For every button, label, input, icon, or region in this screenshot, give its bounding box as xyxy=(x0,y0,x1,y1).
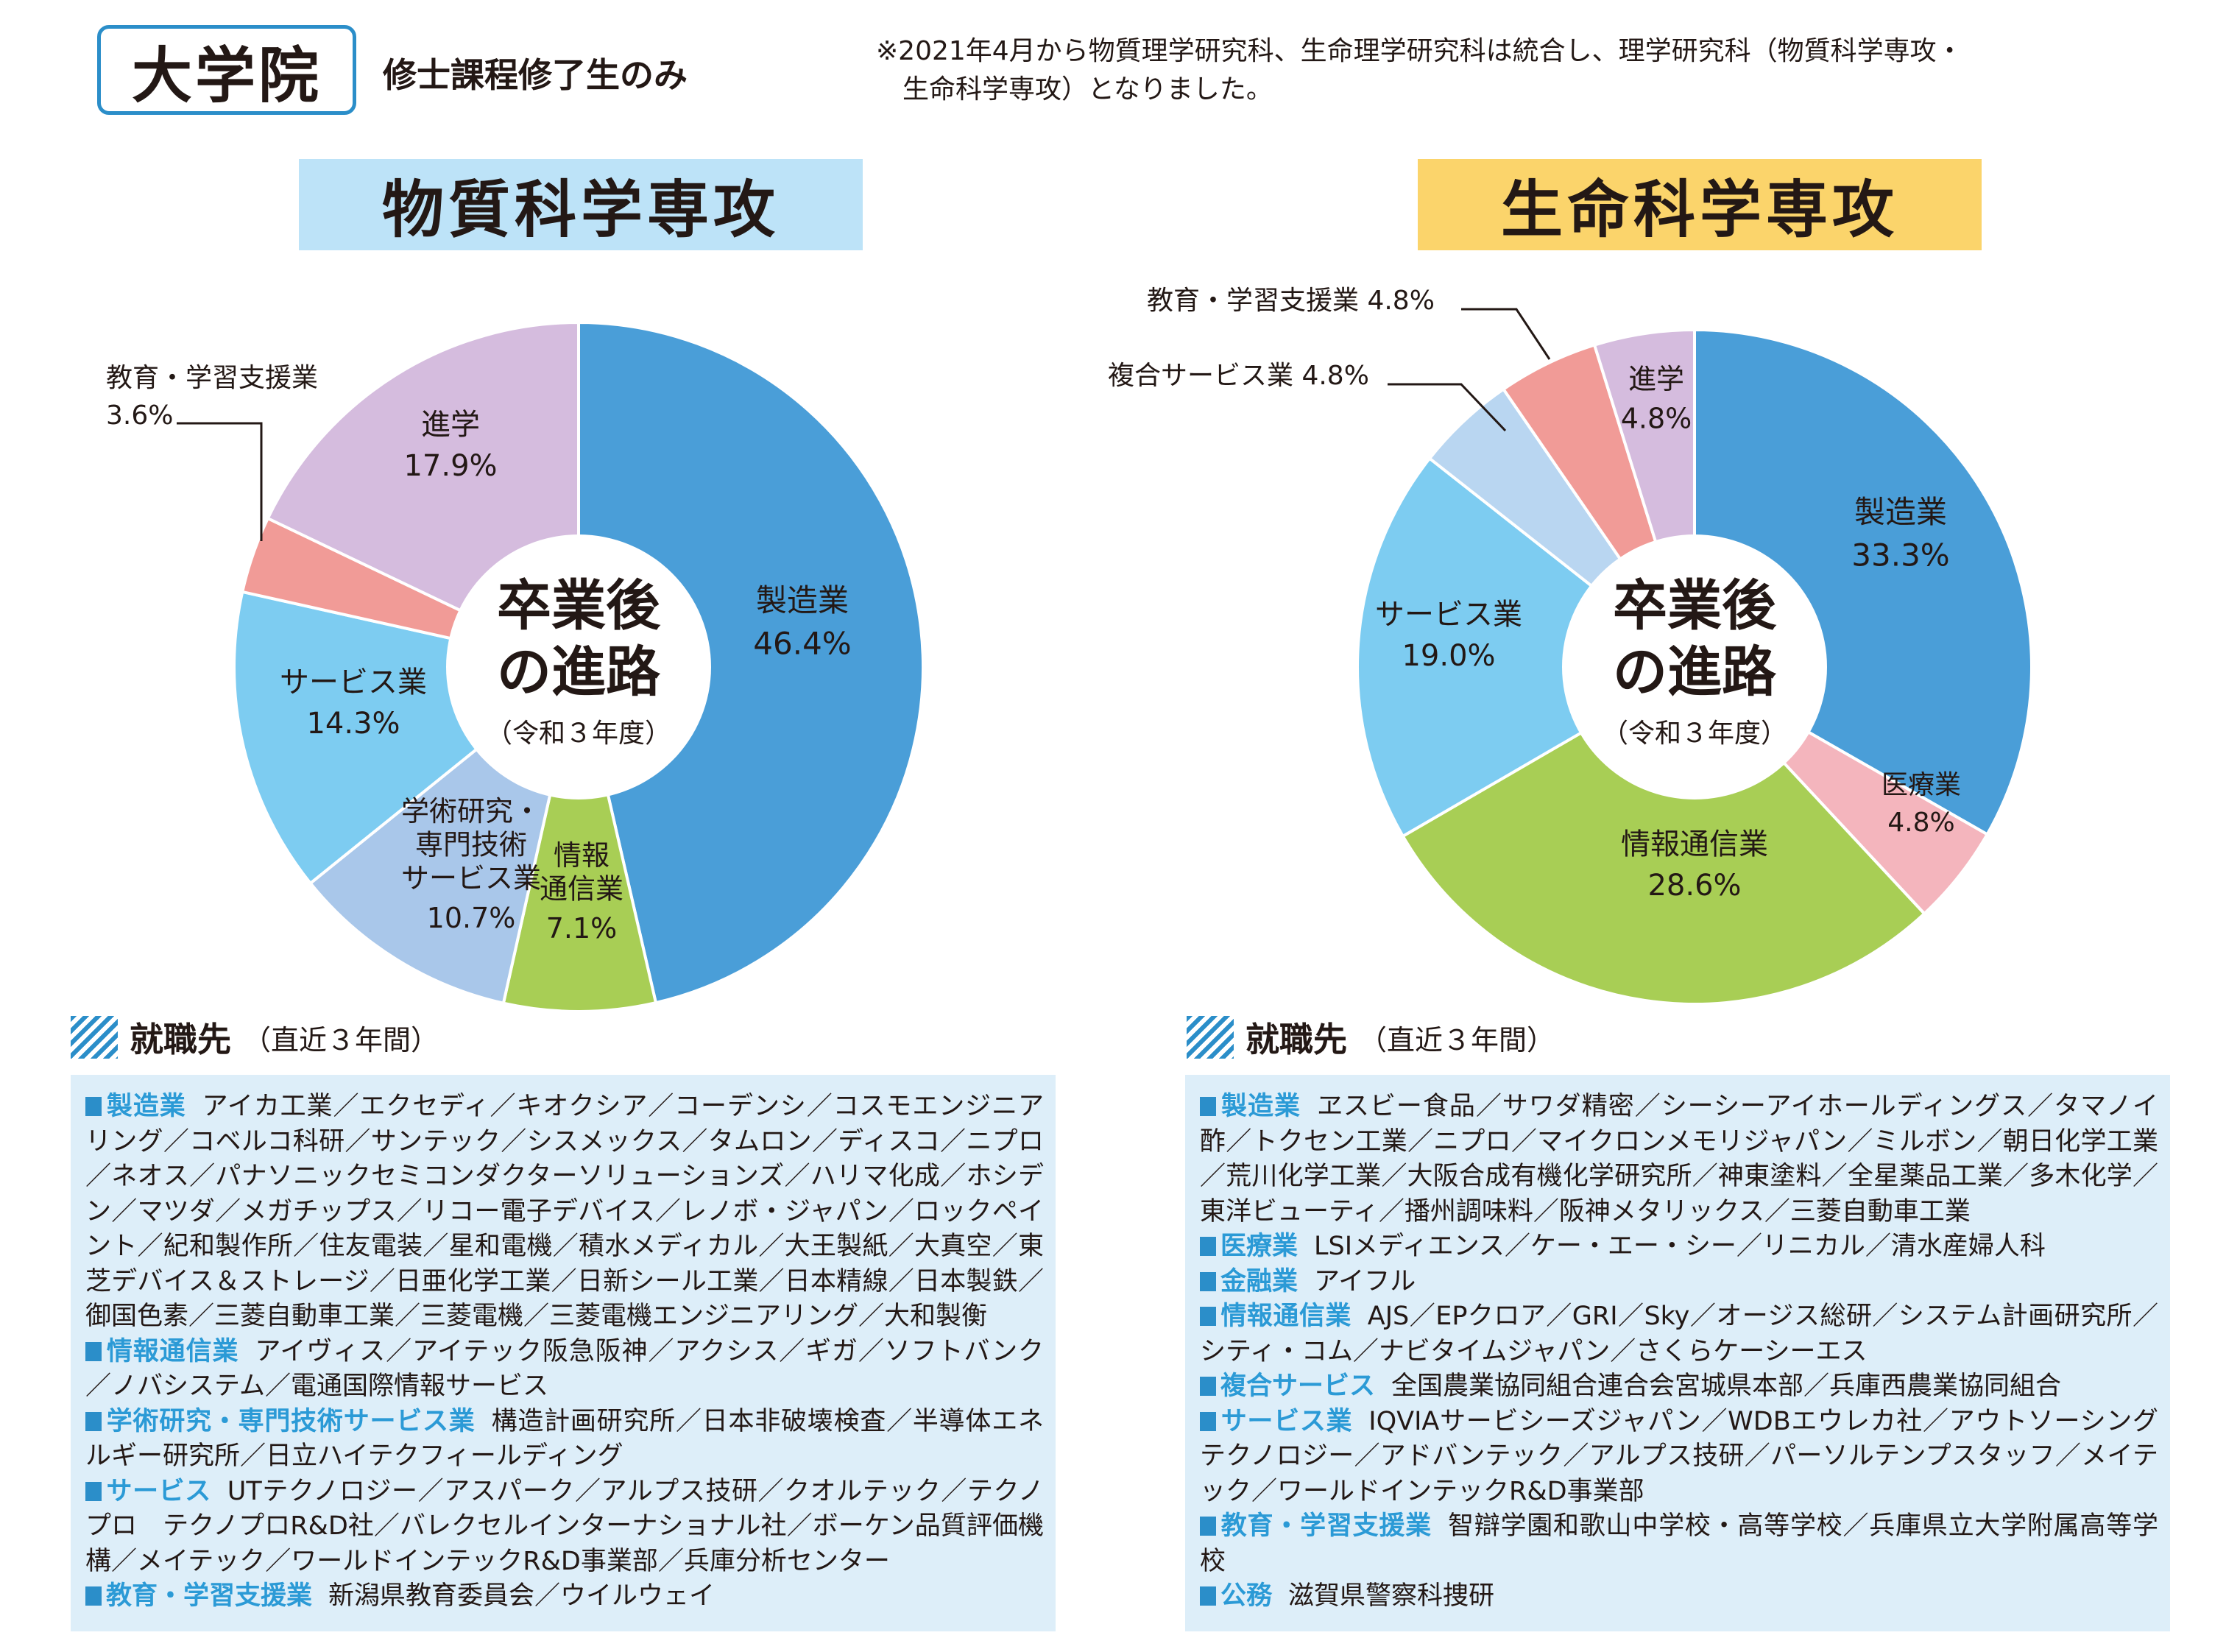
employers-list-left: 製造業 アイカ工業／エクセディ／キオクシア／コーデンシ／コスモエンジニアリング／コ… xyxy=(71,1075,1056,1631)
slice-label: 学術研究・ xyxy=(401,795,541,827)
employer-items: ヱスビー食品／サワダ精密／シーシーアイホールディングス／タマノイ酢／トクセン工業… xyxy=(1200,1092,2158,1226)
employer-category: 複合サービス xyxy=(1200,1372,1375,1401)
slice-percent: 33.3% xyxy=(1851,537,1949,573)
hatch-icon xyxy=(71,1016,118,1059)
life-science-title: 生命科学専攻 xyxy=(1418,159,1982,250)
slice-label: 製造業 xyxy=(1854,494,1947,530)
employer-category: 情報通信業 xyxy=(85,1337,239,1366)
employer-items: 滋賀県警察科捜研 xyxy=(1288,1581,1495,1611)
slice-percent: 3.6% xyxy=(106,400,173,431)
slice-label: サービス業 xyxy=(280,666,427,699)
employer-category: 金融業 xyxy=(1200,1267,1298,1296)
employers-subtitle-right: （直近３年間） xyxy=(1359,1023,1555,1056)
slice-label: 教育・学習支援業 xyxy=(106,363,318,393)
slice-percent: 10.7% xyxy=(427,902,516,934)
employer-category: 医療業 xyxy=(1200,1232,1298,1261)
employer-category: 製造業 xyxy=(85,1092,186,1121)
slice-percent: 19.0% xyxy=(1402,639,1495,673)
pie-center-hole xyxy=(446,534,711,799)
employer-items: AJS／EPクロア／GRI／Sky／オージス総研／システム計画研究所／シティ・コ… xyxy=(1200,1302,2158,1366)
employer-group: 情報通信業 AJS／EPクロア／GRI／Sky／オージス総研／システム計画研究所／… xyxy=(1200,1299,2158,1369)
pie-slice xyxy=(1401,665,1927,1006)
leader-line xyxy=(1388,383,1507,432)
employer-category: 公務 xyxy=(1200,1581,1272,1611)
slice-label: サービス業 xyxy=(1375,598,1522,632)
slice-label: 複合サービス業 4.8% xyxy=(1108,361,1369,391)
employers-heading-right: 就職先 （直近３年間） xyxy=(1187,1013,1555,1062)
employers-heading-left: 就職先 （直近３年間） xyxy=(71,1013,439,1062)
employer-category: 製造業 xyxy=(1200,1092,1301,1121)
slice-percent: 46.4% xyxy=(753,625,851,661)
center-label-year: （令和３年度） xyxy=(486,719,671,749)
employer-group: 教育・学習支援業 智辯学園和歌山中学校・高等学校／兵庫県立大学附属高等学校 xyxy=(1200,1509,2158,1579)
slice-label: 進学 xyxy=(421,408,480,442)
center-label-year: （令和３年度） xyxy=(1602,719,1787,749)
employer-items: IQVIAサービシーズジャパン／WDBエウレカ社／アウトソーシングテクノロジー／… xyxy=(1200,1406,2158,1506)
employer-items: UTテクノロジー／アスパーク／アルプス技研／クオルテック／テクノプロ テクノプロ… xyxy=(85,1476,1044,1576)
employer-items: 全国農業協同組合連合会宮城県本部／兵庫西農業協同組合 xyxy=(1391,1372,2062,1401)
slice-label: 専門技術 xyxy=(415,829,527,861)
pie-slice xyxy=(577,320,925,1005)
center-label-line: の進路 xyxy=(497,640,661,704)
material-science-title: 物質科学専攻 xyxy=(299,159,863,250)
slice-percent: 4.8% xyxy=(1887,808,1954,838)
employer-category: サービス xyxy=(85,1477,211,1506)
slice-label: 製造業 xyxy=(756,582,849,618)
slice-percent: 28.6% xyxy=(1647,869,1741,903)
merger-note: ※2021年4月から物質理学研究科、生命理学研究科は統合し、理学研究科（物質科学… xyxy=(876,36,1963,105)
employer-items: 構造計画研究所／日本非破壊検査／半導体エネルギー研究所／日立ハイテクフィールディ… xyxy=(85,1406,1044,1472)
slice-label: 進学 xyxy=(1628,363,1684,395)
hatch-icon xyxy=(1187,1016,1234,1059)
employer-group: 複合サービス 全国農業協同組合連合会宮城県本部／兵庫西農業協同組合 xyxy=(1200,1369,2158,1405)
employer-category: 学術研究・専門技術サービス業 xyxy=(85,1407,476,1436)
center-label-line: 卒業後 xyxy=(1613,574,1777,638)
employer-category: 教育・学習支援業 xyxy=(85,1581,312,1611)
slice-percent: 17.9% xyxy=(403,449,497,483)
slice-label: 医療業 xyxy=(1882,770,1961,800)
employer-group: 教育・学習支援業 新潟県教育委員会／ウイルウェイ xyxy=(85,1579,1044,1614)
employer-group: サービス UTテクノロジー／アスパーク／アルプス技研／クオルテック／テクノプロ テ… xyxy=(85,1475,1044,1580)
employer-items: 智辯学園和歌山中学校・高等学校／兵庫県立大学附属高等学校 xyxy=(1200,1511,2158,1576)
masters-only-subtitle: 修士課程修了生のみ xyxy=(383,55,688,95)
employer-items: アイカ工業／エクセディ／キオクシア／コーデンシ／コスモエンジニアリング／コベルコ… xyxy=(85,1092,1044,1331)
center-label-line: の進路 xyxy=(1613,640,1777,704)
slice-label: 情報通信業 xyxy=(1621,827,1768,861)
employers-subtitle-left: （直近３年間） xyxy=(243,1023,439,1056)
employers-list-right: 製造業 ヱスビー食品／サワダ精密／シーシーアイホールディングス／タマノイ酢／トクセ… xyxy=(1185,1075,2170,1631)
graduate-school-title: 大学院 xyxy=(97,25,356,115)
slice-percent: 14.3% xyxy=(306,707,400,741)
center-label-line: 卒業後 xyxy=(497,574,661,638)
slice-label: サービス業 xyxy=(401,862,541,894)
leader-line xyxy=(1461,308,1551,360)
employer-group: 情報通信業 アイヴィス／アイテック阪急阪神／アクシス／ギガ／ソフトバンク／ノバシス… xyxy=(85,1335,1044,1405)
employer-items: アイヴィス／アイテック阪急阪神／アクシス／ギガ／ソフトバンク／ノバシステム／電通… xyxy=(85,1336,1044,1402)
employer-group: 製造業 ヱスビー食品／サワダ精密／シーシーアイホールディングス／タマノイ酢／トクセ… xyxy=(1200,1090,2158,1229)
employer-category: 情報通信業 xyxy=(1200,1302,1352,1331)
pie-slice xyxy=(1356,456,1697,839)
employers-title-left: 就職先 xyxy=(130,1020,231,1059)
employer-group: 医療業 LSIメディエンス／ケー・エー・シー／リニカル／清水産婦人科 xyxy=(1200,1229,2158,1265)
employer-items: LSIメディエンス／ケー・エー・シー／リニカル／清水産婦人科 xyxy=(1314,1232,2046,1261)
employer-category: サービス業 xyxy=(1200,1407,1352,1436)
employer-items: 新潟県教育委員会／ウイルウェイ xyxy=(328,1581,716,1611)
employer-group: サービス業 IQVIAサービシーズジャパン／WDBエウレカ社／アウトソーシングテク… xyxy=(1200,1405,2158,1510)
slice-label: 教育・学習支援業 4.8% xyxy=(1147,286,1435,316)
employer-group: 学術研究・専門技術サービス業 構造計画研究所／日本非破壊検査／半導体エネルギー研究… xyxy=(85,1405,1044,1475)
employers-title-right: 就職先 xyxy=(1246,1020,1347,1059)
employer-category: 教育・学習支援業 xyxy=(1200,1511,1432,1541)
employer-items: アイフル xyxy=(1314,1266,1416,1296)
employer-group: 公務 滋賀県警察科捜研 xyxy=(1200,1579,2158,1614)
slice-label: 情報 xyxy=(554,839,610,872)
pie-center-hole xyxy=(1562,534,1827,799)
pie-slice xyxy=(501,666,658,1013)
pie-chart-1: 卒業後の進路（令和３年度）製造業46.4%情報通信業7.1%学術研究・専門技術サ… xyxy=(106,320,925,1013)
slice-label: 通信業 xyxy=(540,873,623,906)
slice-percent: 4.8% xyxy=(1621,403,1692,435)
employer-group: 製造業 アイカ工業／エクセディ／キオクシア／コーデンシ／コスモエンジニアリング／コ… xyxy=(85,1090,1044,1335)
employer-group: 金融業 アイフル xyxy=(1200,1265,2158,1300)
slice-percent: 7.1% xyxy=(546,912,618,945)
leader-line xyxy=(177,422,263,541)
